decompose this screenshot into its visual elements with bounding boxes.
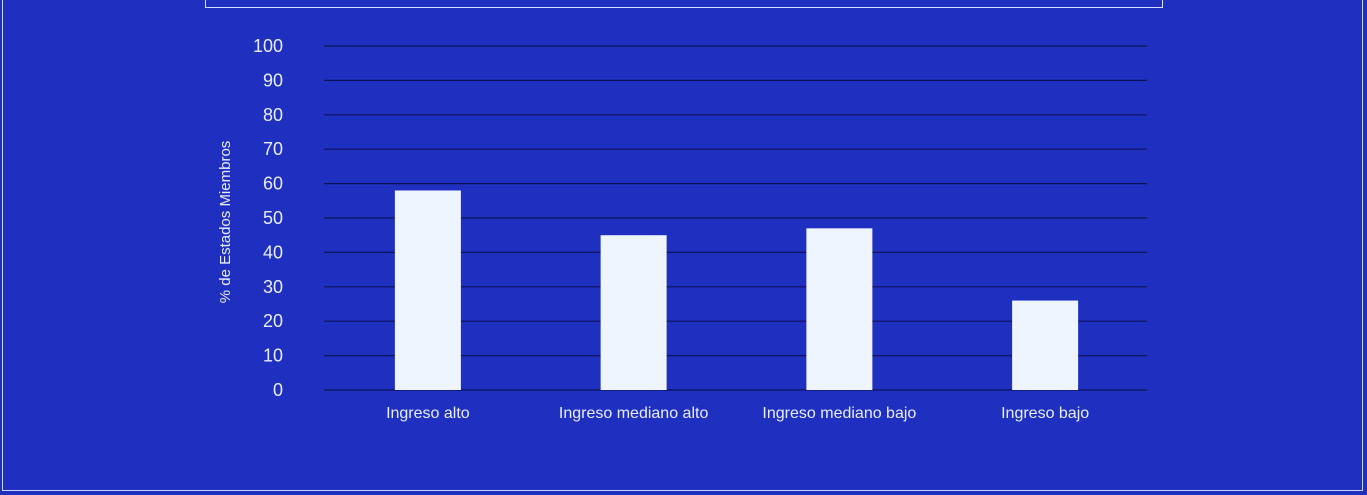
x-category-label: Ingreso bajo (1001, 405, 1089, 422)
y-tick-labels: 0 10 20 30 40 50 60 70 80 90 100 (253, 36, 283, 400)
y-tick-label: 90 (263, 70, 283, 90)
y-tick-label: 60 (263, 174, 283, 194)
bar-ingreso-bajo (1012, 300, 1079, 390)
x-category-label: Ingreso alto (386, 405, 470, 422)
x-category-label: Ingreso mediano alto (559, 405, 709, 422)
bar-ingreso-alto (394, 190, 461, 390)
y-tick-label: 100 (253, 36, 283, 56)
y-tick-label: 30 (263, 277, 283, 297)
gridlines (324, 45, 1147, 391)
bars (394, 190, 1079, 390)
x-category-label: Ingreso mediano bajo (762, 405, 916, 422)
y-tick-label: 0 (273, 380, 283, 400)
y-axis-label: % de Estados Miembros (217, 141, 234, 304)
x-category-labels: Ingreso alto Ingreso mediano alto Ingreso … (386, 405, 1089, 422)
y-tick-label: 70 (263, 139, 283, 159)
y-tick-label: 80 (263, 105, 283, 125)
bar-ingreso-mediano-alto (600, 235, 667, 390)
y-tick-label: 50 (263, 208, 283, 228)
bar-ingreso-mediano-bajo (806, 228, 873, 390)
y-tick-label: 10 (263, 346, 283, 366)
chart-header-box (205, 0, 1163, 8)
y-tick-label: 20 (263, 311, 283, 331)
y-tick-label: 40 (263, 242, 283, 262)
